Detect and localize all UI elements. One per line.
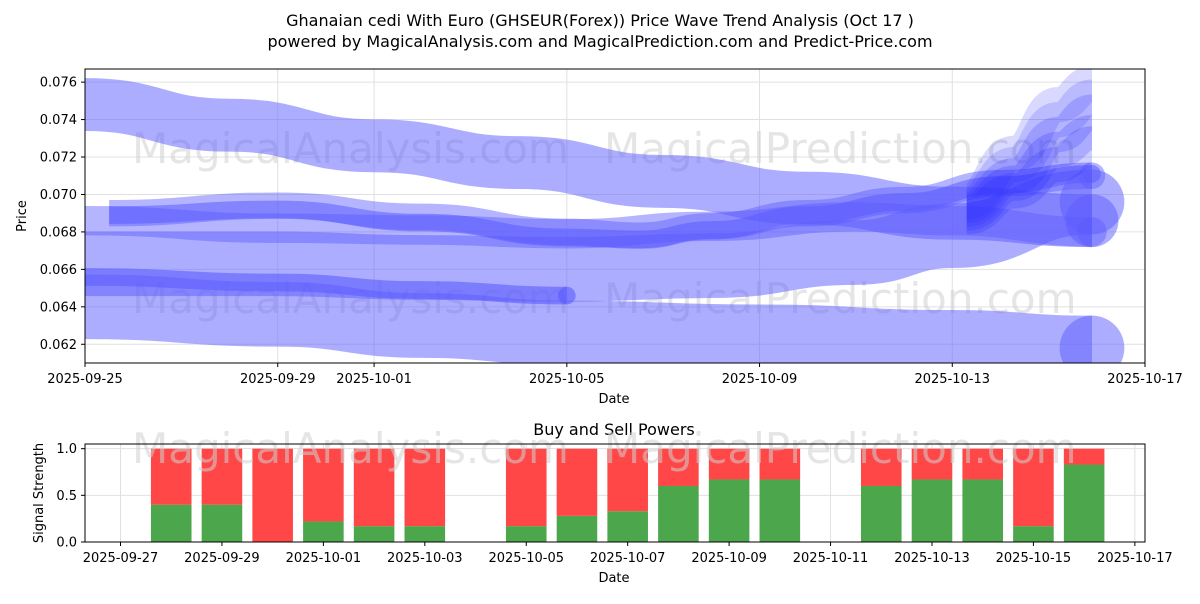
sell-bar bbox=[303, 448, 344, 522]
wave-fan-4 bbox=[964, 115, 1095, 231]
sub-x-tick-label: 2025-10-03 bbox=[387, 551, 463, 566]
buy-bar bbox=[658, 486, 699, 542]
sell-bar bbox=[1013, 448, 1054, 527]
sell-bar bbox=[1063, 448, 1105, 465]
sub-x-tick-label: 2025-10-09 bbox=[691, 551, 767, 566]
buy-bar bbox=[911, 479, 953, 542]
wave-fan-1 bbox=[963, 69, 1095, 220]
sell-bar bbox=[607, 448, 648, 512]
main-x-tick-label: 2025-10-01 bbox=[336, 372, 412, 387]
sub-y-axis-label: Signal Strength bbox=[32, 443, 47, 543]
buy-bar bbox=[1013, 526, 1054, 542]
sell-bar bbox=[759, 448, 801, 480]
main-x-tick-label: 2025-09-25 bbox=[47, 372, 123, 387]
chart-subtitle: powered by MagicalAnalysis.com and Magic… bbox=[267, 32, 932, 51]
main-y-tick-label: 0.062 bbox=[40, 338, 77, 353]
main-y-ticks: 0.062 0.064 0.066 0.068 0.070 0.072 0.074 0.076 bbox=[40, 76, 85, 353]
sub-x-axis-label: Date bbox=[598, 571, 629, 586]
buy-bar bbox=[353, 526, 395, 542]
main-x-tick-label: 2025-10-05 bbox=[529, 372, 605, 387]
sell-bar bbox=[505, 448, 547, 527]
wave-end-cap bbox=[557, 286, 576, 305]
sub-x-tick-label: 2025-10-05 bbox=[488, 551, 564, 566]
sell-bar bbox=[860, 448, 902, 486]
sub-chart-title: Buy and Sell Powers bbox=[533, 420, 695, 439]
main-y-tick-label: 0.074 bbox=[40, 113, 77, 128]
watermark-text: MagicalAnalysis.com bbox=[132, 424, 569, 473]
buy-bar bbox=[708, 479, 750, 542]
sell-bar bbox=[658, 448, 699, 486]
wave-fan-3 bbox=[964, 94, 1096, 228]
main-y-tick-label: 0.072 bbox=[40, 151, 77, 166]
main-y-tick-label: 0.070 bbox=[40, 188, 77, 203]
buy-bar bbox=[607, 511, 648, 542]
chart-title: Ghanaian cedi With Euro (GHSEUR(Forex)) … bbox=[286, 11, 914, 30]
sub-x-tick-label: 2025-10-01 bbox=[286, 551, 362, 566]
sub-x-tick-label: 2025-09-29 bbox=[184, 551, 260, 566]
buy-bar bbox=[150, 504, 192, 542]
wave-end-cap bbox=[1059, 169, 1125, 235]
sell-bar bbox=[201, 448, 243, 505]
wave-wave-rising bbox=[85, 169, 1093, 302]
sell-bar bbox=[150, 448, 192, 505]
sub-plot-frame bbox=[84, 443, 1146, 543]
sub-watermarks: MagicalAnalysis.com MagicalPrediction.co… bbox=[132, 424, 1077, 473]
main-x-ticks: 2025-09-25 2025-09-29 2025-10-01 2025-10-05… bbox=[47, 363, 1183, 387]
sub-x-tick-label: 2025-10-13 bbox=[894, 551, 970, 566]
sub-y-tick-label: 1.0 bbox=[56, 442, 77, 457]
sell-bar bbox=[962, 448, 1003, 480]
buy-bar bbox=[303, 521, 344, 542]
main-x-tick-label: 2025-10-09 bbox=[722, 372, 798, 387]
main-y-tick-label: 0.064 bbox=[40, 300, 77, 315]
buy-bar bbox=[1063, 464, 1105, 542]
main-x-tick-label: 2025-09-29 bbox=[240, 372, 316, 387]
buy-bar bbox=[404, 526, 446, 542]
main-y-tick-label: 0.068 bbox=[40, 225, 77, 240]
main-y-tick-label: 0.066 bbox=[40, 263, 77, 278]
buy-bar bbox=[962, 479, 1003, 542]
buy-bar bbox=[759, 479, 801, 542]
wave-fan-2 bbox=[963, 79, 1096, 224]
sub-x-tick-label: 2025-10-17 bbox=[1097, 551, 1173, 566]
watermark-text: MagicalPrediction.com bbox=[604, 424, 1077, 473]
wave-series-group bbox=[85, 69, 1125, 363]
sell-bar bbox=[353, 448, 395, 527]
sell-bar bbox=[911, 448, 953, 480]
sub-x-tick-label: 2025-10-11 bbox=[793, 551, 869, 566]
buy-bar bbox=[505, 526, 547, 542]
main-y-axis-label: Price bbox=[15, 200, 30, 232]
main-y-tick-label: 0.076 bbox=[40, 76, 77, 91]
sub-x-tick-label: 2025-09-27 bbox=[83, 551, 159, 566]
sell-bar bbox=[556, 448, 598, 516]
sub-y-tick-label: 0.0 bbox=[56, 536, 77, 551]
wave-fan-5 bbox=[964, 126, 1095, 235]
sell-bar bbox=[252, 448, 293, 542]
wave-end-cap bbox=[1059, 315, 1125, 363]
buy-bar bbox=[201, 504, 243, 542]
main-plot-frame bbox=[84, 68, 1146, 364]
main-x-tick-label: 2025-10-13 bbox=[914, 372, 990, 387]
main-x-tick-label: 2025-10-17 bbox=[1107, 372, 1183, 387]
buy-bar bbox=[556, 515, 598, 542]
sell-bar bbox=[404, 448, 446, 527]
main-x-axis-label: Date bbox=[598, 392, 629, 407]
sub-x-tick-label: 2025-10-07 bbox=[590, 551, 666, 566]
sell-bar bbox=[708, 448, 750, 480]
wave-wave-bottom bbox=[85, 274, 1093, 363]
sub-y-ticks: 0.0 0.5 1.0 bbox=[56, 442, 85, 551]
buy-bar bbox=[860, 486, 902, 542]
sub-x-tick-label: 2025-10-15 bbox=[996, 551, 1072, 566]
sub-y-tick-label: 0.5 bbox=[56, 489, 77, 504]
sub-bars-group bbox=[150, 448, 1105, 542]
sub-x-ticks: 2025-09-27 2025-09-29 2025-10-01 2025-10-03… bbox=[83, 542, 1173, 566]
